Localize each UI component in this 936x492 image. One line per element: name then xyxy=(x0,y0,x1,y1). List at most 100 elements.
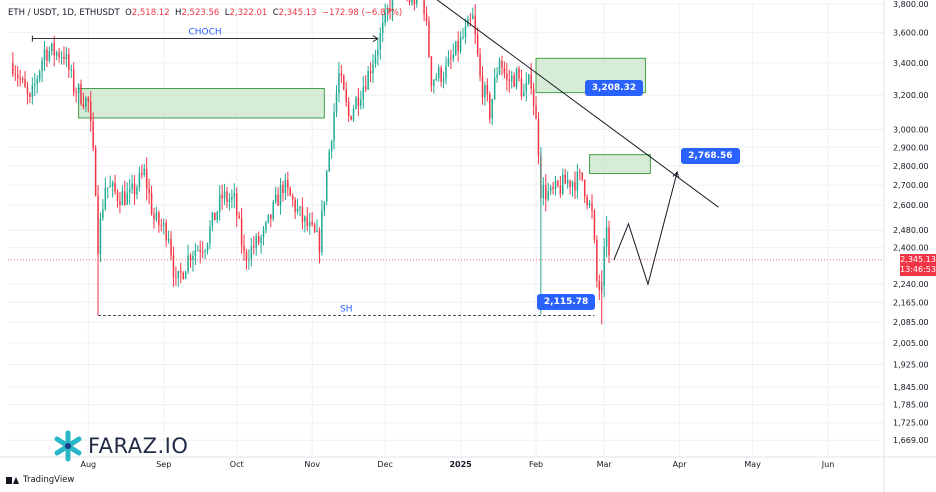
candle-body xyxy=(457,41,459,52)
candle-body xyxy=(228,199,231,202)
candle-body xyxy=(70,69,73,71)
candle-body xyxy=(235,193,238,216)
candle-body xyxy=(355,97,357,110)
candle-body xyxy=(547,191,549,200)
candle-body xyxy=(250,246,253,260)
candle-body xyxy=(272,201,274,219)
time-tick-label: Dec xyxy=(377,460,392,469)
candle-body xyxy=(43,49,46,61)
candle-body xyxy=(318,230,321,253)
candle-body xyxy=(184,271,187,279)
candle-body xyxy=(187,255,189,272)
candle-body xyxy=(430,56,433,87)
candle-body xyxy=(85,97,87,107)
candle-body xyxy=(530,74,532,89)
candle-body xyxy=(214,212,216,221)
candle-body xyxy=(182,272,184,279)
candle-body xyxy=(386,8,389,12)
candle-body xyxy=(472,15,474,20)
candle-body xyxy=(38,71,41,80)
tradingview-logo[interactable]: TradingView xyxy=(6,475,74,485)
candle-body xyxy=(442,78,445,82)
price-tick-label: 2,900.00 xyxy=(893,143,929,152)
candle-countdown: 13:46:53 xyxy=(900,264,936,274)
candle-body xyxy=(34,83,36,86)
candle-body xyxy=(107,187,109,189)
candle-body xyxy=(484,85,486,98)
candle-body xyxy=(481,76,484,98)
candle-body xyxy=(316,230,318,232)
candle-body xyxy=(177,271,180,278)
candle-body xyxy=(114,182,116,192)
zone-rectangle xyxy=(78,88,325,119)
candle-body xyxy=(535,105,537,120)
candle-body xyxy=(338,73,340,94)
candle-body xyxy=(608,227,610,256)
candle-body xyxy=(486,85,489,95)
open-label: O xyxy=(125,8,132,18)
candle-body xyxy=(301,206,304,222)
price-tick-label: 1,725.00 xyxy=(893,419,929,428)
price-tick-label: 2,480.00 xyxy=(893,226,929,235)
candle-body xyxy=(557,180,559,186)
candle-body xyxy=(598,280,601,290)
overlays: CHOCH SH xyxy=(8,0,884,316)
candle-body xyxy=(55,52,58,56)
candle-body xyxy=(498,60,501,75)
candle-body xyxy=(381,22,384,34)
candle-body xyxy=(136,187,138,195)
candle-body xyxy=(586,196,588,206)
candle-body xyxy=(605,227,608,247)
candle-body xyxy=(162,222,165,226)
candle-body xyxy=(265,222,267,230)
candle-body xyxy=(479,54,481,77)
candle-body xyxy=(109,186,111,188)
descending-trendline xyxy=(436,0,719,208)
candle-body xyxy=(559,185,562,194)
candle-body xyxy=(425,13,428,22)
candle-body xyxy=(167,238,170,241)
candle-body xyxy=(63,56,65,60)
candle-body xyxy=(347,101,350,117)
candle-body xyxy=(16,74,19,78)
candle-body xyxy=(603,246,605,287)
candle-body xyxy=(571,181,574,188)
close-value: 2,345.13 xyxy=(278,8,317,18)
candle-body xyxy=(141,173,143,175)
zone-rectangle xyxy=(589,154,651,175)
candle-body xyxy=(496,74,498,78)
candle-body xyxy=(155,212,158,220)
time-tick-label: Feb xyxy=(529,460,543,469)
candle-body xyxy=(291,195,294,200)
candle-body xyxy=(345,89,347,102)
time-tick-label: Nov xyxy=(304,460,320,469)
candle-body xyxy=(51,43,53,52)
choch-label: CHOCH xyxy=(189,28,222,38)
price-badge: 2,768.56 xyxy=(681,147,740,164)
candle-body xyxy=(92,121,94,148)
candle-body xyxy=(593,210,596,240)
candle-body xyxy=(459,37,462,52)
candle-body xyxy=(148,188,150,194)
candle-body xyxy=(333,112,335,141)
price-tick-label: 2,700.00 xyxy=(893,181,929,190)
candle-body xyxy=(452,54,455,59)
candle-body xyxy=(562,174,564,194)
candle-body xyxy=(145,168,148,189)
price-badge: 2,115.78 xyxy=(536,294,596,311)
candle-body xyxy=(416,0,418,5)
candle-body xyxy=(576,171,579,191)
candle-body xyxy=(564,174,566,184)
candle-body xyxy=(357,97,360,106)
candle-body xyxy=(46,49,48,61)
candle-body xyxy=(491,99,493,119)
candle-body xyxy=(437,67,440,79)
candle-body xyxy=(527,74,530,83)
candle-body xyxy=(21,79,24,81)
candle-body xyxy=(569,180,571,188)
candle-body xyxy=(545,184,547,200)
candle-body xyxy=(581,172,584,181)
candle-body xyxy=(408,0,411,3)
